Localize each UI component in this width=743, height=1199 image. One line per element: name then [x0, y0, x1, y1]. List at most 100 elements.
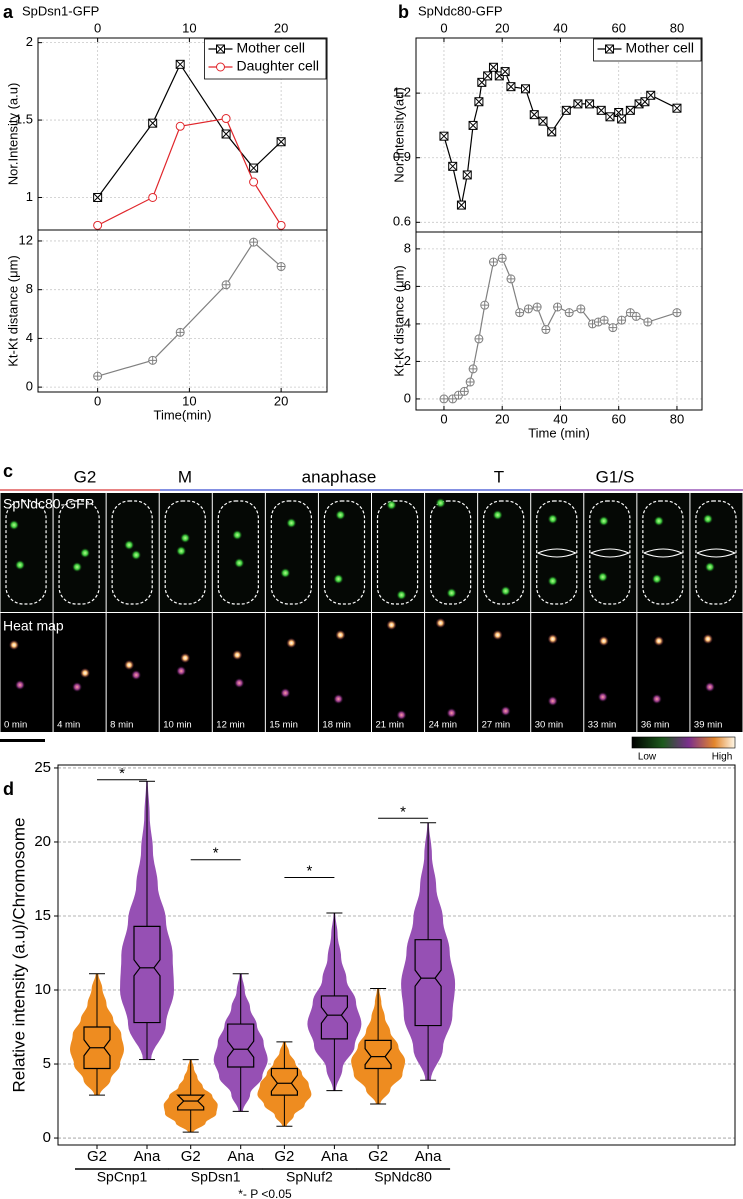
- cell-outline: [589, 500, 631, 605]
- marker-cross: [466, 378, 475, 387]
- data-point: [148, 192, 158, 202]
- spot: [492, 510, 503, 520]
- cell-outline: [217, 500, 259, 605]
- x-tick-label: 20: [495, 20, 509, 35]
- data-point: [488, 62, 498, 72]
- marker-cross: [448, 161, 458, 171]
- marker-cross: [176, 328, 185, 337]
- significance-label: *: [213, 845, 219, 862]
- data-point: [515, 308, 525, 318]
- x-tick-label: Ana: [415, 1148, 442, 1165]
- image-tile: [637, 613, 690, 732]
- time-label: 18 min: [322, 720, 351, 731]
- data-point: [541, 325, 551, 335]
- marker-cross: [498, 254, 507, 263]
- row-label: Heat map: [3, 618, 64, 634]
- marker-cross: [672, 103, 682, 113]
- legend: Mother cell: [593, 38, 702, 62]
- plot-frame: [415, 231, 703, 411]
- spot: [232, 530, 243, 540]
- marker-cross: [222, 280, 231, 289]
- marker-circle: [175, 121, 185, 131]
- marker-cross: [277, 262, 286, 271]
- marker-cross: [515, 308, 524, 317]
- time-label: 27 min: [482, 720, 511, 731]
- marker-cross: [643, 318, 652, 327]
- spot: [286, 518, 297, 528]
- cell-outline: [429, 500, 472, 605]
- time-label: 15 min: [269, 720, 298, 731]
- cell-outline: [164, 500, 206, 605]
- heat-spot: [702, 634, 713, 644]
- plot-frame: [57, 764, 736, 1146]
- septum: [590, 548, 631, 558]
- heat-spot: [176, 666, 187, 676]
- series-line: [97, 117, 282, 226]
- x-tick-label: 80: [670, 20, 684, 35]
- y-tick-label: 6: [404, 278, 411, 293]
- cell-outline: [58, 500, 100, 605]
- marker-cross: [249, 163, 258, 173]
- y-tick-label: 4: [26, 330, 33, 345]
- data-point: [596, 105, 606, 115]
- data-point: [599, 315, 609, 325]
- heat-spot: [333, 694, 344, 704]
- marker-cross: [480, 301, 489, 310]
- phase-label: T: [494, 467, 504, 486]
- data-point: [221, 280, 231, 290]
- data-point: [439, 394, 449, 404]
- spot: [597, 572, 608, 582]
- marker-cross: [439, 394, 448, 403]
- series-line: [97, 63, 282, 198]
- spot: [333, 574, 344, 584]
- spot: [80, 548, 91, 558]
- note: *- P <0.05: [238, 1187, 292, 1199]
- heat-spot: [9, 640, 19, 650]
- legend-marker: [216, 44, 225, 54]
- data-point: [448, 161, 458, 171]
- image-tile: [584, 613, 637, 732]
- marker-cross: [605, 44, 614, 54]
- image-tile: [318, 493, 371, 612]
- data-point: [585, 99, 595, 109]
- phase-label: anaphase: [302, 467, 377, 486]
- x-tick-label: 0: [440, 411, 447, 426]
- marker-cross: [483, 71, 492, 81]
- data-point: [221, 114, 231, 124]
- data-point: [175, 327, 185, 337]
- heat-spot: [234, 678, 245, 688]
- data-point: [547, 127, 557, 137]
- data-point: [672, 308, 682, 318]
- data-point: [672, 103, 682, 113]
- group-label: SpCnp1: [97, 1169, 148, 1185]
- marker-cross: [93, 372, 102, 381]
- x-tick-label: 40: [553, 20, 567, 35]
- marker-circle: [148, 192, 158, 202]
- septum: [643, 548, 684, 558]
- box: [227, 1023, 255, 1068]
- data-point: [93, 192, 103, 202]
- spot: [124, 540, 135, 550]
- series-line: [97, 241, 282, 377]
- data-point: [617, 114, 627, 124]
- data-point: [500, 67, 510, 77]
- y-tick-label: 1.5: [15, 112, 33, 127]
- heat-spot: [653, 636, 664, 646]
- y-tick-label: 15: [34, 907, 51, 924]
- data-point: [249, 163, 259, 173]
- spot: [9, 520, 19, 530]
- x-tick-label: 10: [182, 393, 196, 408]
- colorbar-label: High: [712, 752, 733, 763]
- phase-label: M: [178, 467, 192, 486]
- data-point: [573, 99, 583, 109]
- scale-bar: [0, 739, 45, 742]
- marker-cross: [506, 82, 516, 92]
- colorbar: [631, 736, 736, 749]
- x-tick-label: 0: [440, 20, 447, 35]
- marker-cross: [672, 308, 681, 317]
- marker-cross: [524, 304, 533, 313]
- data-point: [617, 315, 627, 325]
- y-tick-label: 0.9: [393, 149, 411, 164]
- marker-cross: [460, 387, 469, 396]
- legend-label: Mother cell: [237, 40, 305, 56]
